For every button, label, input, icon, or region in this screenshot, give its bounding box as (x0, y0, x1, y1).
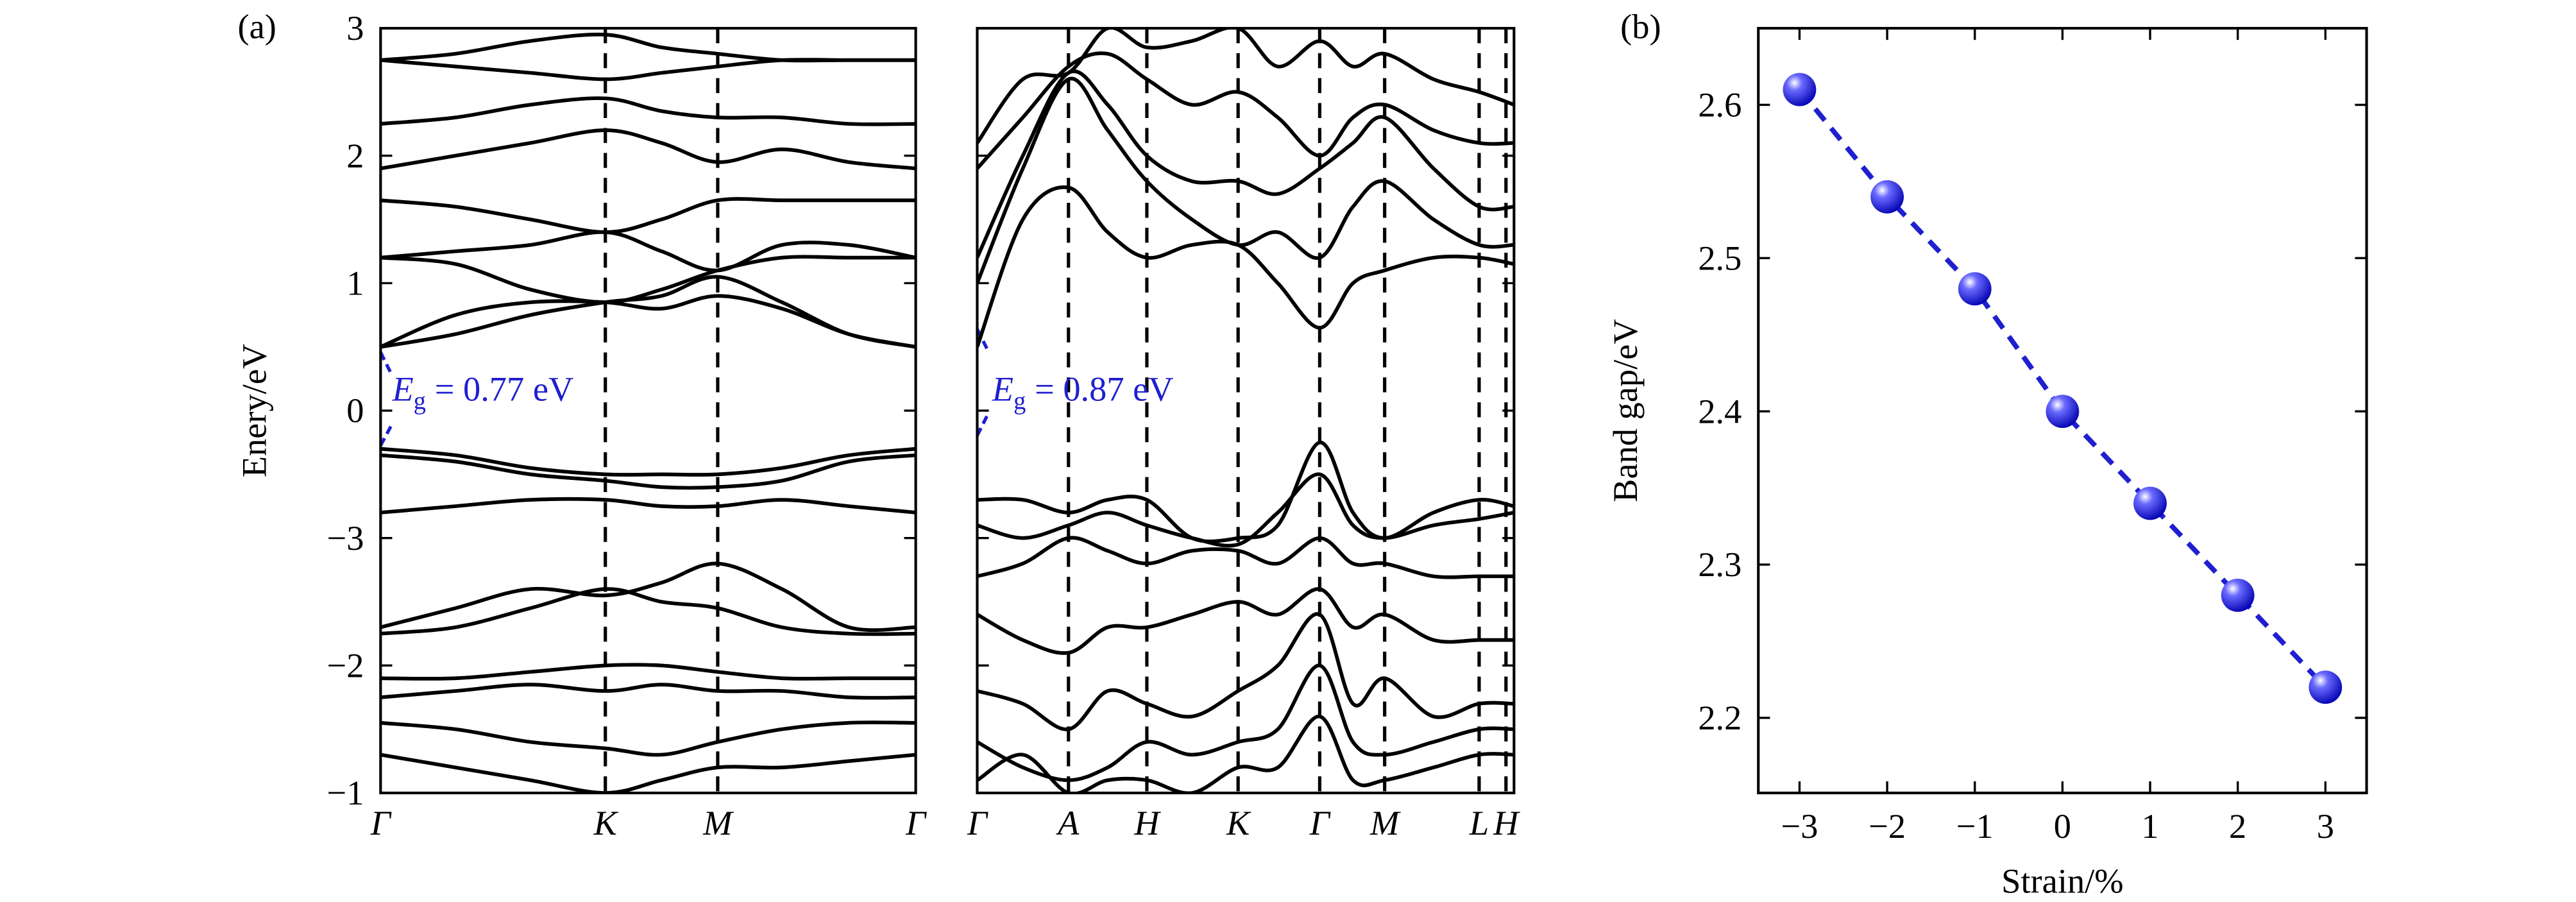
y-tick-label: 2 (346, 137, 364, 175)
x-tick-label: 2 (2229, 807, 2246, 846)
x-tick-label: Γ (1309, 804, 1331, 842)
y-axis-label: Enery/eV (235, 344, 274, 477)
x-tick-label: −2 (1868, 807, 1906, 846)
x-tick-label: −3 (1781, 807, 1818, 846)
eg-marker (379, 328, 990, 447)
x-tick-label: 1 (2141, 807, 2158, 846)
band-line (977, 28, 1514, 144)
x-tick-label: K (1226, 804, 1251, 842)
annotation: Eg = 0.87 eV (992, 370, 1174, 414)
axes-frame (976, 26, 1516, 795)
axes-frame (1757, 26, 2368, 795)
annotation-text: = 0.87 eV (1026, 370, 1173, 408)
band-line (380, 561, 916, 632)
x-tick-label: M (702, 804, 734, 842)
axes-frame (379, 26, 917, 795)
band-line (380, 663, 916, 681)
x-tick-label: L (1469, 804, 1489, 842)
point (2221, 578, 2255, 612)
y-tick-label: 2.6 (1698, 86, 1741, 124)
band-line (977, 440, 1514, 543)
point (2133, 486, 2167, 520)
band-line (977, 51, 1514, 170)
y-tick-label: 2.4 (1698, 392, 1741, 430)
x-tick-label: H (1493, 804, 1520, 842)
y-axis-label: Band gap/eV (1606, 319, 1645, 502)
band-line (380, 197, 916, 234)
y-tick-label: −1 (327, 774, 364, 812)
bands (380, 32, 916, 794)
band-line (380, 128, 916, 171)
x-tick-label: M (1369, 804, 1401, 842)
band-line (977, 69, 1514, 259)
annotation-text: = 0.77 eV (426, 370, 573, 408)
band-line (380, 230, 916, 273)
band-line (380, 32, 916, 63)
band-line (380, 294, 916, 349)
x-tick-label: H (1133, 804, 1161, 842)
band-line (977, 76, 1514, 284)
y-tick-label: −2 (327, 646, 364, 685)
band-line (977, 663, 1514, 782)
point (1870, 180, 1904, 214)
band-line (380, 753, 916, 794)
annotation-subscript: g (414, 387, 426, 414)
y-tick-label: −3 (327, 519, 364, 557)
annotation: Eg = 0.77 eV (391, 370, 573, 414)
x-axis-label: Strain/% (2001, 862, 2123, 900)
x-tick-label: A (1056, 804, 1080, 842)
x-tick-label: Γ (905, 804, 927, 842)
y-tick-label: 2.5 (1698, 239, 1741, 277)
panel-label: (b) (1620, 8, 1661, 46)
band-line (380, 447, 916, 477)
y-tick-label: 2.2 (1698, 699, 1741, 737)
point (1958, 272, 1992, 306)
band-line (380, 96, 916, 126)
band-line (380, 58, 916, 81)
band-line (380, 720, 916, 757)
band-line (977, 472, 1514, 548)
y-tick-label: 0 (346, 391, 364, 430)
annotation-symbol: E (391, 370, 413, 408)
band-line (977, 185, 1514, 348)
band-line (380, 453, 916, 490)
band-line (380, 497, 916, 515)
y-tick-label: 3 (346, 9, 364, 47)
x-tick-label: 3 (2317, 807, 2334, 846)
band-line (977, 587, 1514, 655)
annotation-symbol: E (992, 370, 1013, 408)
band-line (977, 536, 1514, 579)
band-line (977, 612, 1514, 731)
band-line (380, 587, 916, 636)
bands (977, 28, 1514, 794)
x-tick-label: Γ (370, 804, 392, 842)
x-tick-label: Γ (967, 804, 988, 842)
x-tick-label: −1 (1956, 807, 1994, 846)
y-tick-label: 1 (346, 264, 364, 303)
x-tick-label: 0 (2054, 807, 2071, 846)
y-tick-label: 2.3 (1698, 545, 1741, 584)
x-tick-label: K (593, 804, 619, 842)
annotation-subscript: g (1013, 387, 1026, 414)
point (2046, 395, 2080, 429)
panel-label: (a) (238, 8, 276, 46)
point (2309, 670, 2343, 704)
band-line (380, 683, 916, 700)
band-line (380, 255, 916, 305)
point (1783, 72, 1817, 106)
